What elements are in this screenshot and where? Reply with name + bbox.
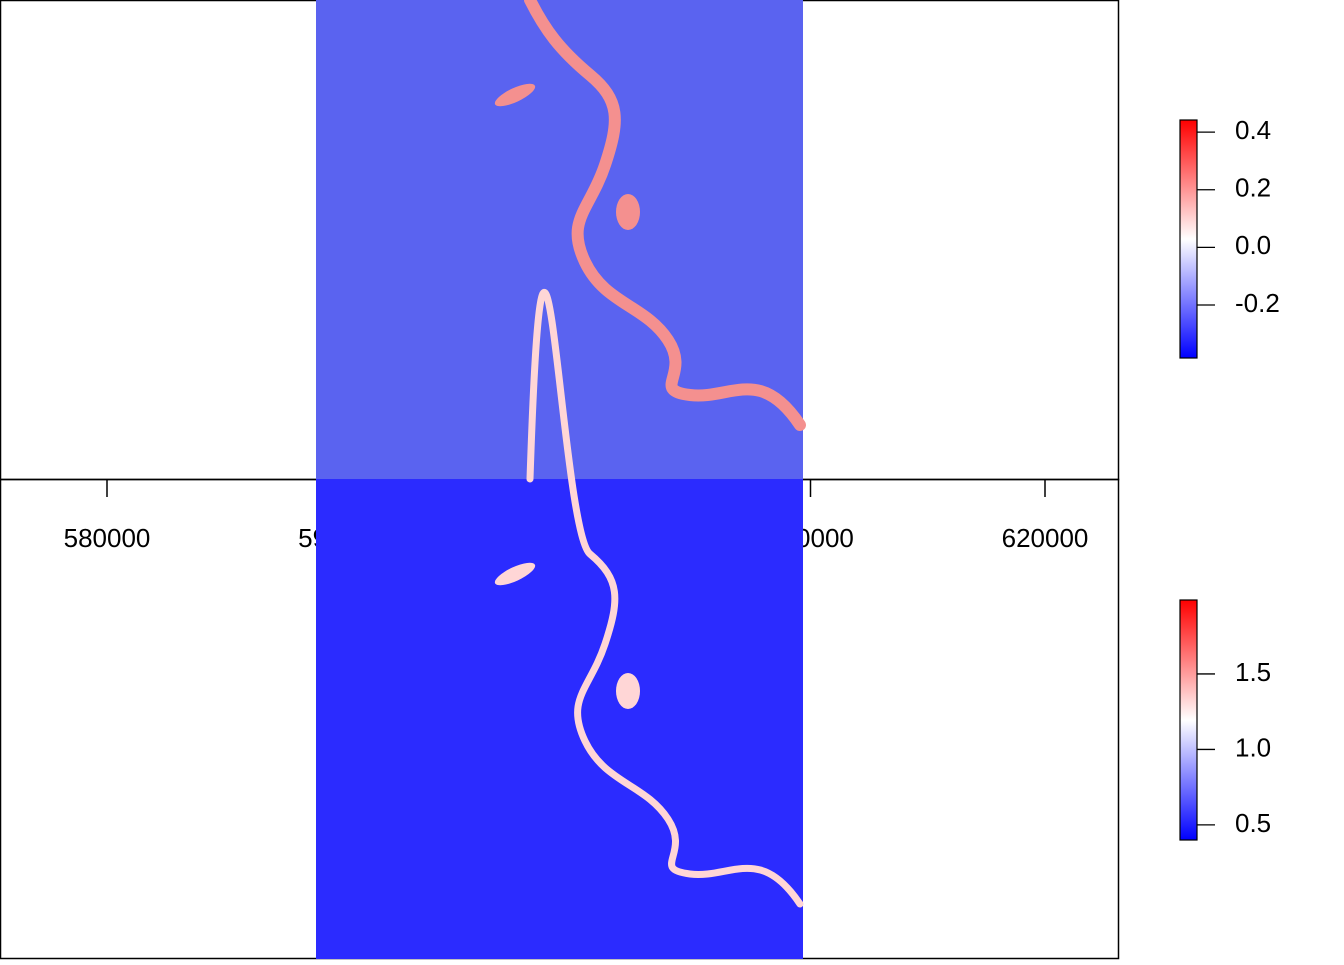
colorbar-tick-label: 1.0: [1235, 732, 1271, 762]
colorbar: [1179, 599, 1198, 841]
lake: [494, 562, 536, 586]
colorbar-tick-label: 0.0: [1235, 230, 1271, 260]
raster-background: [316, 479, 803, 959]
lake: [494, 83, 536, 107]
colorbar-tick-label: 0.5: [1235, 808, 1271, 838]
lake: [616, 673, 640, 709]
colorbar-tick-label: 0.4: [1235, 115, 1271, 145]
colorbar: [1179, 119, 1198, 359]
colorbar-tick-label: 1.5: [1235, 657, 1271, 687]
river: [526, 288, 804, 908]
raster-image: [316, 288, 804, 959]
colorbar-tick-label: 0.2: [1235, 173, 1271, 203]
lake: [616, 194, 640, 230]
colorbar-tick-label: -0.2: [1235, 288, 1280, 318]
raster-image: [316, 0, 806, 480]
x-tick-label: 580000: [64, 523, 151, 553]
river: [524, 0, 806, 431]
x-tick-label: 620000: [1002, 523, 1089, 553]
